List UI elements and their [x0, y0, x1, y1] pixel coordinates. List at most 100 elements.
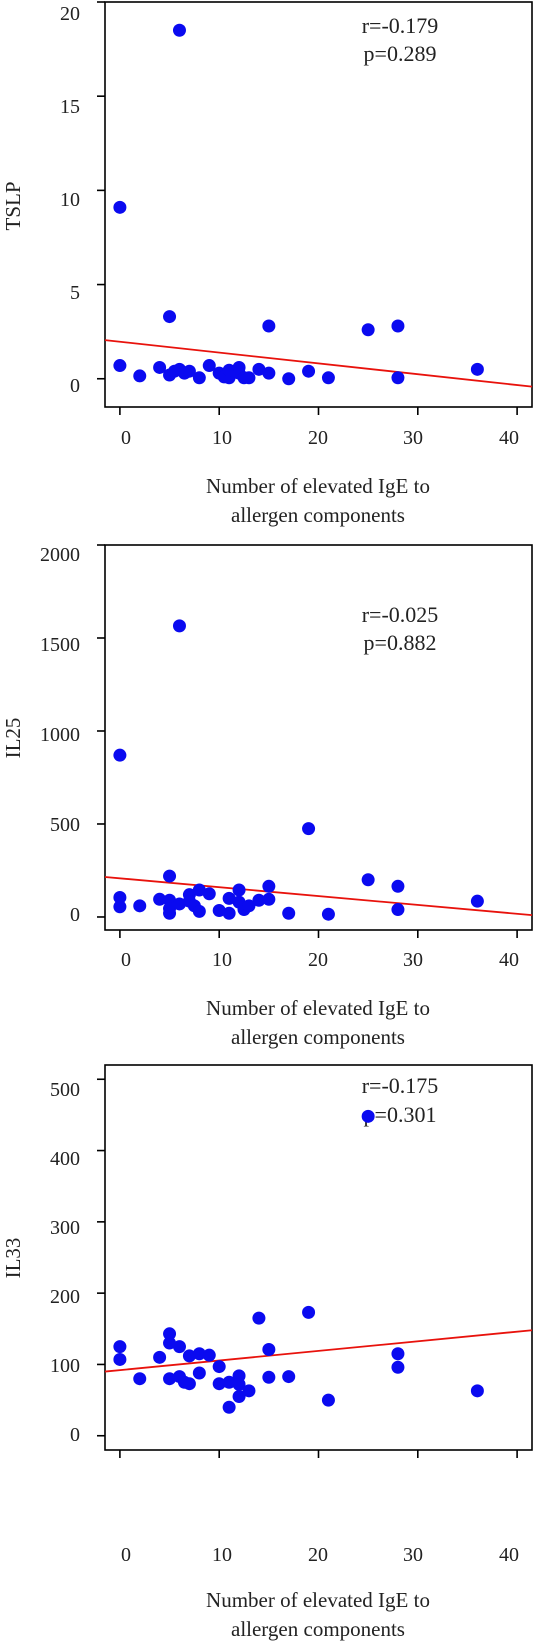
x-tick-label: 10	[212, 427, 232, 449]
y-tick-label: 100	[50, 1355, 80, 1377]
data-point	[282, 906, 296, 920]
y-axis-il33: 0 100 200 300 400 500	[50, 1079, 80, 1446]
x-tick-label: 40	[499, 949, 519, 971]
data-point	[192, 904, 206, 918]
y-tick-label: 5	[70, 282, 80, 304]
data-point	[192, 1347, 206, 1361]
data-point	[302, 364, 316, 378]
y-axis-tslp: 0 5 10 15 20	[60, 3, 80, 397]
data-point	[153, 1350, 167, 1364]
x-axis-tslp: 0 10 20 30 40	[121, 427, 519, 449]
regression-line	[104, 1329, 533, 1373]
y-tick-label: 20	[60, 3, 80, 25]
data-point	[252, 893, 266, 907]
y-tick-label: 400	[50, 1148, 80, 1170]
y-axis-title-tslp: TSLP	[1, 181, 25, 230]
x-tick-label: 20	[308, 949, 328, 971]
x-axis-title-line1-il25: Number of elevated IgE to	[206, 996, 430, 1020]
x-axis-title-line2-il33: allergen components	[231, 1617, 405, 1641]
x-axis-title-line2-il25: allergen components	[231, 1025, 405, 1049]
data-point	[163, 1327, 177, 1341]
x-tick-label: 10	[212, 1544, 232, 1566]
data-point	[282, 372, 296, 386]
x-axis-il33: 0 10 20 30 40	[121, 1544, 519, 1566]
data-point	[182, 1349, 196, 1363]
data-point	[163, 1372, 177, 1386]
data-point	[192, 1366, 206, 1380]
data-point	[192, 371, 206, 385]
data-point	[262, 366, 276, 380]
data-point	[470, 362, 484, 376]
data-point	[172, 1340, 186, 1354]
x-tick-label: 20	[308, 1544, 328, 1566]
data-point	[242, 371, 256, 385]
panel-il33: IL33 Number of elevated IgE to allergen …	[1, 1064, 533, 1641]
correlation-r-il25: r=-0.025	[362, 602, 439, 627]
x-tick-label: 20	[308, 427, 328, 449]
data-point	[113, 890, 127, 904]
data-point	[212, 903, 226, 917]
data-point	[113, 359, 127, 373]
data-point	[262, 319, 276, 333]
data-point	[391, 371, 405, 385]
y-tick-label: 500	[50, 814, 80, 836]
y-tick-label: 2000	[40, 544, 80, 566]
data-point	[222, 906, 236, 920]
data-point	[163, 1336, 177, 1350]
data-point	[391, 1360, 405, 1374]
data-point	[252, 362, 266, 376]
x-axis-il25: 0 10 20 30 40	[121, 949, 519, 971]
data-point	[192, 883, 206, 897]
x-axis-title-line1-tslp: Number of elevated IgE to	[206, 474, 430, 498]
data-point	[262, 879, 276, 893]
x-axis-title-line1-il33: Number of elevated IgE to	[206, 1588, 430, 1612]
data-point	[361, 1109, 375, 1123]
regression-line	[104, 876, 533, 917]
data-point	[172, 897, 186, 911]
y-tick-label: 0	[70, 1424, 80, 1446]
data-point	[163, 310, 177, 324]
y-tick-label: 1500	[40, 634, 80, 656]
y-tick-label: 15	[60, 96, 80, 118]
marks-il25	[97, 544, 533, 938]
data-point	[232, 883, 246, 897]
data-point	[153, 360, 167, 374]
data-point	[391, 319, 405, 333]
p-value-tslp: p=0.289	[364, 41, 437, 66]
data-point	[232, 1390, 246, 1404]
x-tick-label: 40	[499, 427, 519, 449]
x-tick-label: 30	[403, 1544, 423, 1566]
data-point	[113, 1340, 127, 1354]
data-point	[113, 748, 127, 762]
data-point	[321, 907, 335, 921]
data-point	[212, 1377, 226, 1391]
data-point	[133, 1372, 147, 1386]
data-point	[172, 23, 186, 37]
x-tick-label: 0	[121, 949, 131, 971]
data-point	[242, 899, 256, 913]
data-point	[182, 1377, 196, 1391]
data-point	[361, 873, 375, 887]
data-point	[242, 1384, 256, 1398]
y-tick-label: 10	[60, 189, 80, 211]
y-tick-label: 200	[50, 1286, 80, 1308]
data-point	[391, 879, 405, 893]
y-tick-label: 1000	[40, 724, 80, 746]
correlation-r-il33: r=-0.175	[362, 1073, 439, 1098]
y-axis-title-il33: IL33	[1, 1238, 25, 1279]
data-point	[262, 892, 276, 906]
data-point	[302, 822, 316, 836]
data-point	[252, 1311, 266, 1325]
x-tick-label: 10	[212, 949, 232, 971]
panel-il25: IL25 Number of elevated IgE to allergen …	[1, 544, 533, 1049]
data-point	[232, 1377, 246, 1391]
data-point	[470, 894, 484, 908]
data-point	[212, 1360, 226, 1374]
regression-line	[104, 339, 533, 388]
plot-frame-il33	[104, 1064, 533, 1451]
x-tick-label: 30	[403, 949, 423, 971]
panel-tslp: TSLP Number of elevated IgE to allergen …	[1, 1, 533, 527]
data-point	[153, 892, 167, 906]
data-point	[391, 903, 405, 917]
